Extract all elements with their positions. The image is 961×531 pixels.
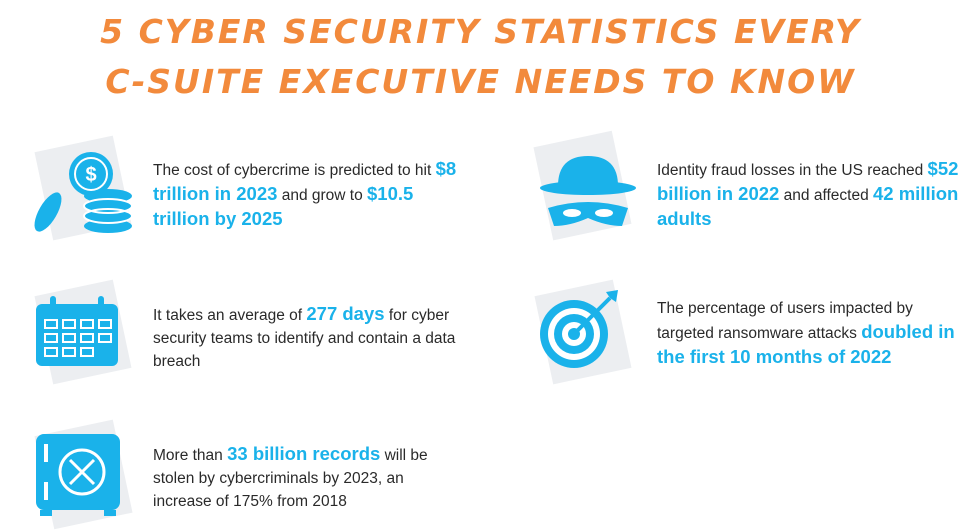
- target-icon: [534, 279, 632, 385]
- safe-icon: [34, 419, 133, 530]
- title-line: C-Suite Executive Needs to Know: [105, 62, 856, 101]
- stat: It takes an average of 277 days for cybe…: [153, 302, 463, 373]
- stat-text: The percentage of users impacted by targ…: [657, 300, 913, 342]
- highlight-text: 42 million adults: [657, 183, 959, 229]
- stat-text: More than: [153, 447, 228, 464]
- highlight-text: 33 billion records: [227, 443, 381, 464]
- highlight-text: doubled in the first 10 months of 2022: [657, 321, 955, 367]
- stat-text: It takes an average of: [153, 307, 307, 324]
- stat-text: and grow to: [277, 187, 368, 204]
- highlight-text: 277 days: [306, 303, 385, 324]
- title-line: 5 Cyber Security Statistics Every: [100, 12, 861, 51]
- stat: More than 33 billion records will be sto…: [153, 442, 463, 513]
- stat-text: The cost of cybercrime is predicted to h…: [153, 162, 436, 179]
- calendar-icon: [34, 279, 132, 385]
- highlight-text: $8 trillion in 2023: [153, 158, 457, 204]
- highlight-text: $10.5 trillion by 2025: [153, 183, 414, 229]
- stat-text: for cyber security teams to identify and…: [153, 307, 456, 370]
- stat-text: will be stolen by cybercriminals by 2023…: [153, 447, 428, 510]
- fraud-icon: [533, 130, 636, 241]
- coins-icon: $: [34, 135, 133, 241]
- svg-text:$: $: [85, 164, 96, 186]
- stat-text: Identity fraud losses in the US reached: [657, 162, 928, 179]
- stat: The percentage of users impacted by targ…: [657, 297, 961, 370]
- stat: Identity fraud losses in the US reached …: [657, 157, 961, 232]
- highlight-text: $52 billion in 2022: [657, 158, 959, 204]
- stat-text: and affected: [779, 187, 873, 204]
- stat: The cost of cybercrime is predicted to h…: [153, 157, 463, 232]
